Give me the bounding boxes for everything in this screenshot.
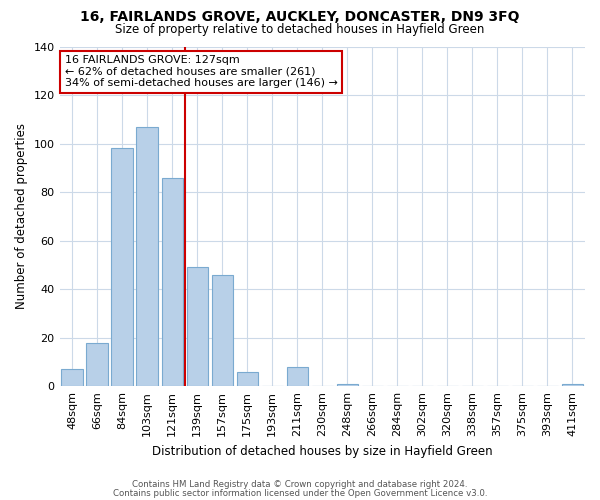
Bar <box>86 342 108 386</box>
Text: Contains public sector information licensed under the Open Government Licence v3: Contains public sector information licen… <box>113 490 487 498</box>
Text: 16, FAIRLANDS GROVE, AUCKLEY, DONCASTER, DN9 3FQ: 16, FAIRLANDS GROVE, AUCKLEY, DONCASTER,… <box>80 10 520 24</box>
Bar <box>112 148 133 386</box>
X-axis label: Distribution of detached houses by size in Hayfield Green: Distribution of detached houses by size … <box>152 444 493 458</box>
Bar <box>562 384 583 386</box>
Bar <box>287 367 308 386</box>
Text: 16 FAIRLANDS GROVE: 127sqm
← 62% of detached houses are smaller (261)
34% of sem: 16 FAIRLANDS GROVE: 127sqm ← 62% of deta… <box>65 55 338 88</box>
Text: Size of property relative to detached houses in Hayfield Green: Size of property relative to detached ho… <box>115 22 485 36</box>
Bar <box>212 274 233 386</box>
Y-axis label: Number of detached properties: Number of detached properties <box>15 124 28 310</box>
Text: Contains HM Land Registry data © Crown copyright and database right 2024.: Contains HM Land Registry data © Crown c… <box>132 480 468 489</box>
Bar <box>187 268 208 386</box>
Bar <box>236 372 258 386</box>
Bar <box>61 369 83 386</box>
Bar <box>161 178 183 386</box>
Bar <box>136 126 158 386</box>
Bar <box>337 384 358 386</box>
